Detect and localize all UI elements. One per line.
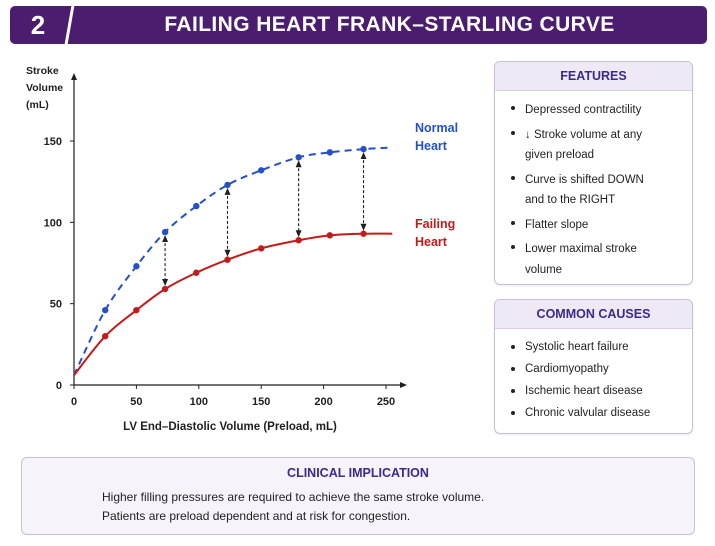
clinical-implication-box: CLINICAL IMPLICATION Higher filling pres…: [21, 457, 695, 535]
normal-heart-point: [360, 145, 367, 153]
failing-heart-point: [326, 232, 334, 239]
features-panel: FEATURES Depressed contractility ↓ Stroke…: [494, 61, 693, 285]
frank-starling-chart: Stroke Volume (mL) LV End–Diastolic Volume …: [26, 65, 458, 433]
feature-item: Flatter slope: [509, 215, 682, 236]
feature-item-line: Curve is shifted DOWN: [525, 173, 644, 186]
normal-heart-label: Normal: [415, 121, 458, 135]
failing-heart-point: [295, 237, 302, 244]
failing-heart-curve: [73, 232, 393, 376]
failing-heart-point: [133, 306, 140, 314]
failing-heart-label: Heart: [415, 235, 448, 249]
failing-heart-point: [224, 256, 231, 263]
x-tick-label: 0: [71, 396, 77, 408]
failing-heart-point: [360, 230, 367, 237]
normal-heart-point: [102, 306, 109, 314]
normal-heart-point: [133, 263, 140, 270]
failing-heart-point: [193, 269, 200, 276]
feature-item-line: Lower maximal stroke: [525, 243, 637, 255]
normal-heart-point: [295, 154, 302, 161]
title-banner: 2 FAILING HEART FRANK–STARLING CURVE: [10, 6, 707, 44]
x-tick-label: 200: [314, 396, 332, 408]
clinical-implication-title: CLINICAL IMPLICATION: [287, 466, 429, 480]
feature-item-line: given preload: [525, 149, 595, 161]
feature-item: Lower maximal stroke volume: [509, 239, 682, 280]
failing-heart-label: Failing: [415, 217, 455, 231]
clinical-implication-text: Higher filling pressures are required to…: [102, 488, 694, 526]
feature-item: ↓ Stroke volume at any given preload: [509, 125, 682, 166]
y-tick-label: 100: [44, 217, 62, 229]
feature-item-line: Flatter slope: [525, 218, 589, 231]
normal-heart-point: [258, 167, 265, 174]
y-axis-label: Stroke: [26, 65, 59, 77]
y-axis-label: Volume: [26, 82, 63, 94]
cause-item: Chronic valvular disease: [509, 405, 682, 421]
common-causes-panel: COMMON CAUSES Systolic heart failure Card…: [494, 299, 693, 434]
y-tick-label: 0: [56, 380, 62, 392]
normal-heart-point: [224, 181, 231, 189]
y-tick-label: 50: [50, 299, 62, 311]
normal-heart-point: [193, 202, 200, 210]
common-causes-list: Systolic heart failure Cardiomyopathy Isch…: [495, 329, 692, 421]
page-title: FAILING HEART FRANK–STARLING CURVE: [164, 13, 615, 36]
feature-item: Curve is shifted DOWN and to the RIGHT: [509, 170, 682, 211]
features-title: FEATURES: [495, 62, 692, 91]
feature-item: Depressed contractility: [509, 100, 682, 121]
failing-heart-point: [258, 245, 265, 252]
normal-heart-label: Heart: [415, 139, 448, 153]
y-tick-label: 150: [44, 136, 62, 148]
x-tick-label: 250: [377, 396, 395, 408]
cause-item: Systolic heart failure: [509, 339, 682, 355]
normal-heart-curve: [73, 146, 393, 376]
feature-item-line: volume: [525, 263, 563, 276]
x-axis-label: LV End–Diastolic Volume (Preload, mL): [123, 421, 337, 433]
failing-heart-point: [161, 285, 169, 293]
failing-heart-point: [102, 333, 109, 340]
x-tick-label: 50: [130, 396, 142, 408]
feature-item-line: and to the RIGHT: [525, 194, 616, 206]
implication-line: Higher filling pressures are required to…: [102, 490, 485, 504]
feature-item-line: Depressed contractility: [525, 104, 642, 116]
y-axis-label: (mL): [26, 99, 49, 111]
cause-item: Cardiomyopathy: [509, 361, 682, 377]
normal-heart-point: [326, 149, 334, 156]
feature-item-line: ↓ Stroke volume at any: [525, 128, 642, 141]
features-list: Depressed contractility ↓ Stroke volume a…: [495, 91, 692, 280]
normal-heart-point: [161, 228, 169, 236]
cause-item: Ischemic heart disease: [509, 383, 682, 399]
implication-line: Patients are preload dependent and at ri…: [102, 509, 411, 523]
x-tick-label: 150: [252, 396, 270, 408]
common-causes-title: COMMON CAUSES: [495, 300, 692, 329]
x-tick-label: 100: [190, 396, 208, 408]
section-number: 2: [30, 10, 46, 40]
